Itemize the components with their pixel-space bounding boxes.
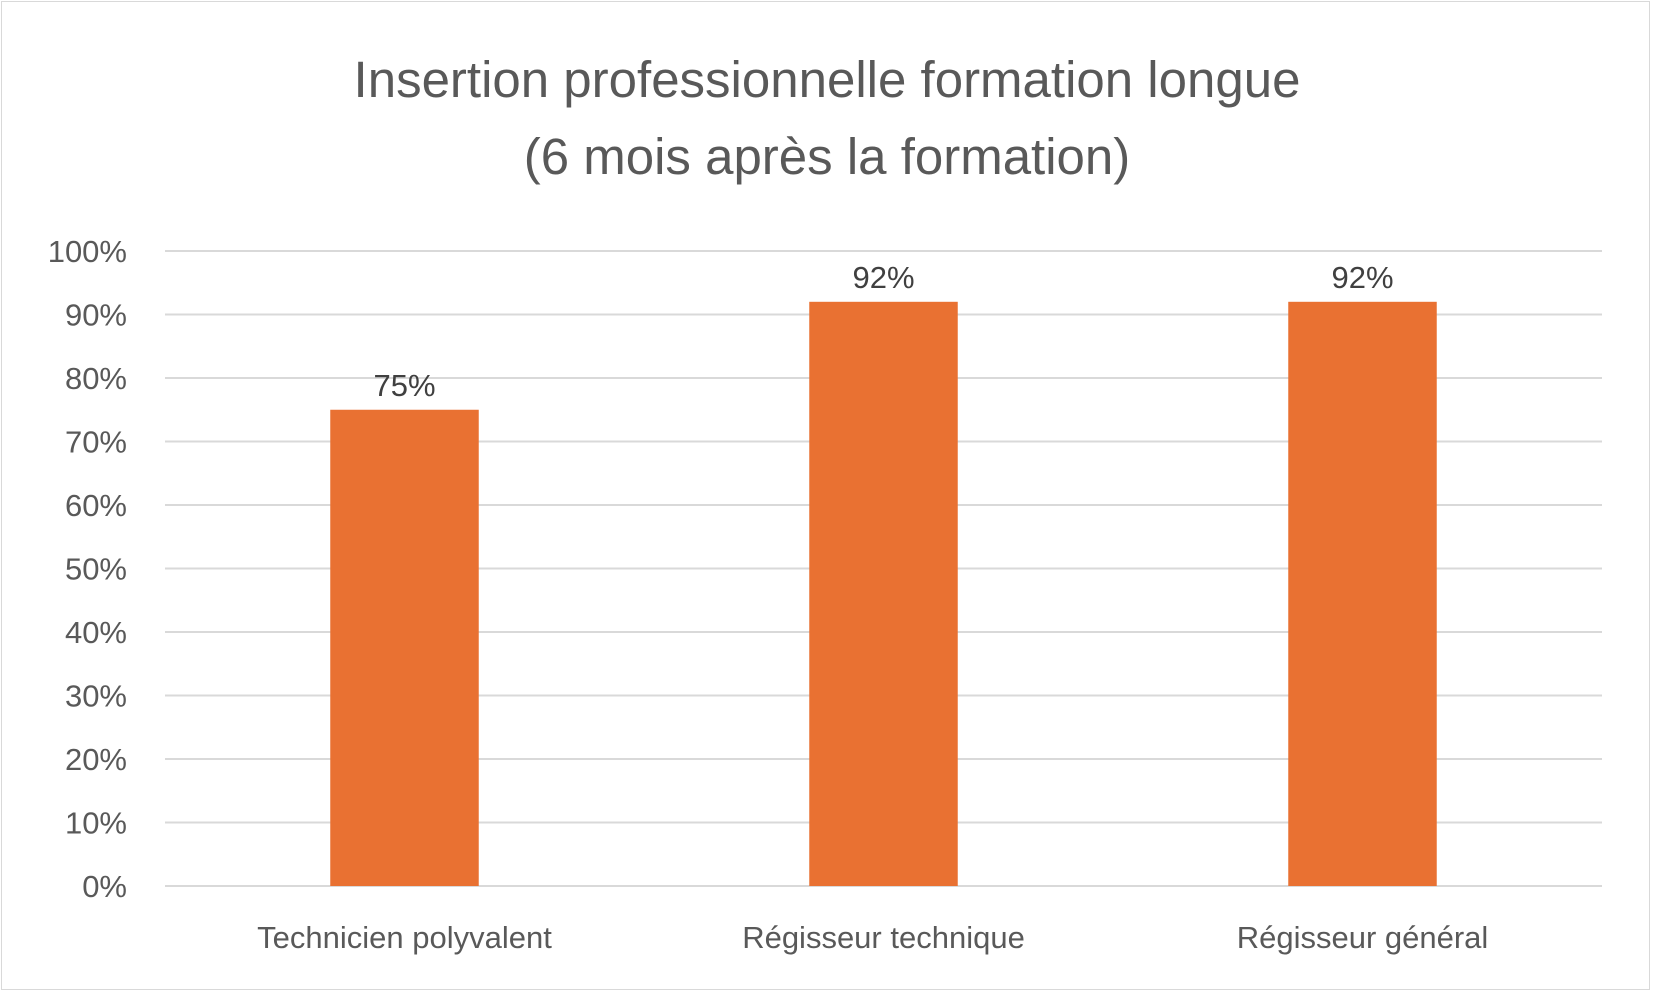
x-category-label: Régisseur général [1237,920,1489,955]
y-tick-label: 80% [65,361,127,396]
y-tick-label: 40% [65,615,127,650]
x-category-label: Régisseur technique [742,920,1025,955]
y-tick-label: 60% [65,488,127,523]
x-axis-category-labels: Technicien polyvalent Régisseur technique… [257,920,1488,955]
chart-subtitle: (6 mois après la formation) [524,128,1131,185]
chart-title: Insertion professionnelle formation long… [354,51,1301,108]
y-tick-label: 70% [65,425,127,460]
bars [330,301,1437,886]
y-tick-label: 90% [65,298,127,333]
data-label: 92% [1331,260,1393,295]
data-labels: 75% 92% 92% [373,260,1393,403]
y-axis-tick-labels: 0% 10% 20% 30% 40% 50% 60% 70% 80% 90% 100% [48,234,127,904]
y-tick-label: 50% [65,552,127,587]
data-label: 75% [373,368,435,403]
y-tick-label: 0% [82,869,127,904]
data-label: 92% [852,260,914,295]
y-tick-label: 30% [65,679,127,714]
y-tick-label: 10% [65,806,127,841]
x-category-label: Technicien polyvalent [257,920,552,955]
y-tick-label: 100% [48,234,127,269]
bar [1288,301,1437,886]
bar [809,301,958,886]
y-tick-label: 20% [65,742,127,777]
bar [330,409,479,886]
